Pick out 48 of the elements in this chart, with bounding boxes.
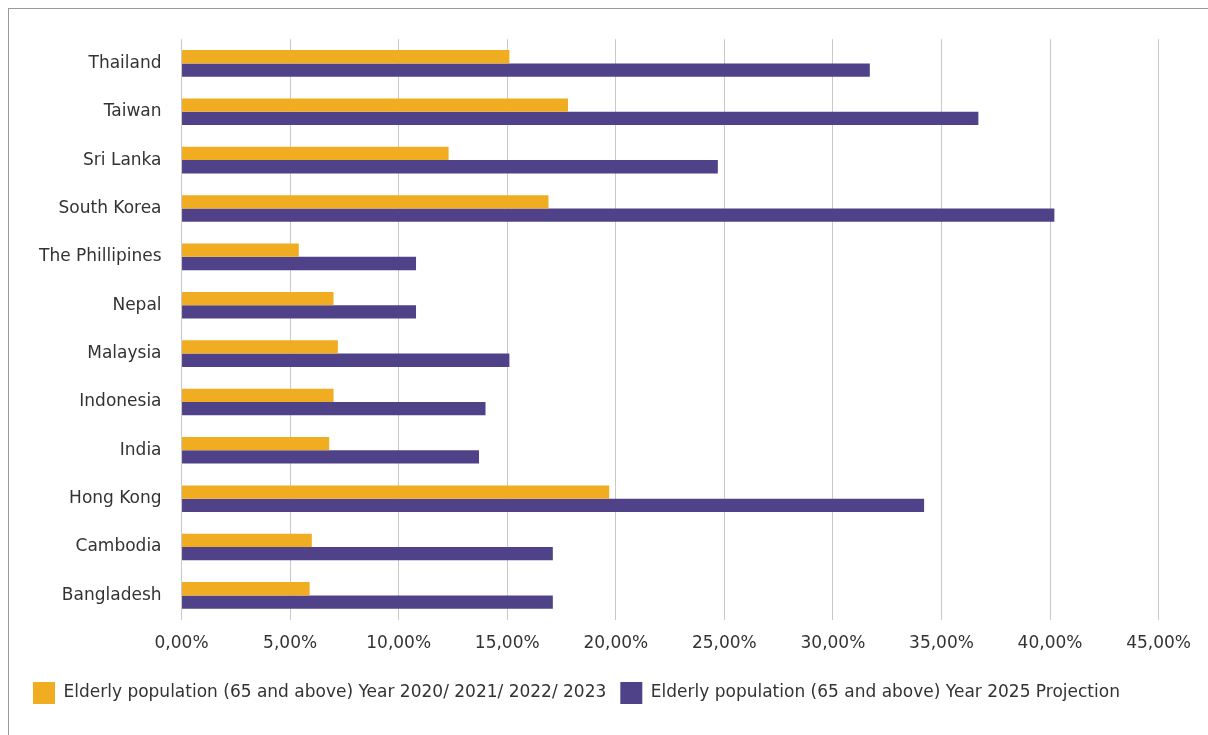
bar (182, 305, 417, 319)
bar (182, 50, 510, 64)
x-tick-label: 45,00% (1126, 632, 1191, 653)
y-tick-label: Sri Lanka (83, 148, 162, 169)
bar (182, 582, 310, 596)
y-tick-label: Hong Kong (69, 487, 162, 508)
bar (182, 595, 553, 609)
bar (182, 533, 312, 548)
legend-label: Elderly population (65 and above) Year 2020/ 2021/ 2022/ 2023 (63, 681, 607, 702)
y-tick-label: Cambodia (75, 535, 162, 556)
x-tick-label: 15,00% (474, 632, 540, 653)
y-tick-label: Taiwan (102, 100, 162, 121)
bar (182, 111, 979, 126)
legend-label: Elderly population (65 and above) Year 2025 Projection (650, 681, 1120, 702)
bar (182, 498, 925, 512)
y-tick-label: South Korea (58, 196, 162, 217)
x-tick-label: 40,00% (1017, 632, 1083, 653)
bar (182, 388, 334, 402)
x-tick-label: 25,00% (691, 632, 757, 653)
bar (182, 195, 549, 209)
bar (182, 243, 299, 257)
y-tick-label: Bangladesh (61, 583, 162, 604)
bar (182, 256, 417, 271)
y-tick-label: Indonesia (79, 390, 162, 411)
bar (182, 208, 1055, 222)
bar (182, 485, 610, 499)
bar (182, 401, 486, 416)
x-tick-label: 20,00% (583, 632, 649, 653)
x-tick-label: 5,00% (263, 632, 318, 653)
y-tick-label: Nepal (112, 293, 162, 314)
x-tick-label: 35,00% (909, 632, 974, 653)
bar (182, 437, 330, 451)
bar (182, 547, 553, 561)
bar (182, 353, 510, 367)
bar (182, 98, 569, 112)
bar (182, 146, 449, 161)
x-tick-label: 30,00% (800, 632, 866, 653)
y-tick-label: Thailand (87, 51, 162, 72)
y-tick-label: The Phillipines (38, 245, 162, 266)
x-tick-label: 10,00% (366, 632, 432, 653)
bar (182, 291, 334, 306)
bar (182, 340, 338, 354)
x-tick-label: 0,00% (154, 632, 209, 653)
y-tick-label: India (119, 438, 162, 459)
bar (182, 160, 718, 174)
y-tick-label: Malaysia (87, 342, 162, 363)
bar (182, 450, 479, 464)
bar (182, 63, 870, 77)
